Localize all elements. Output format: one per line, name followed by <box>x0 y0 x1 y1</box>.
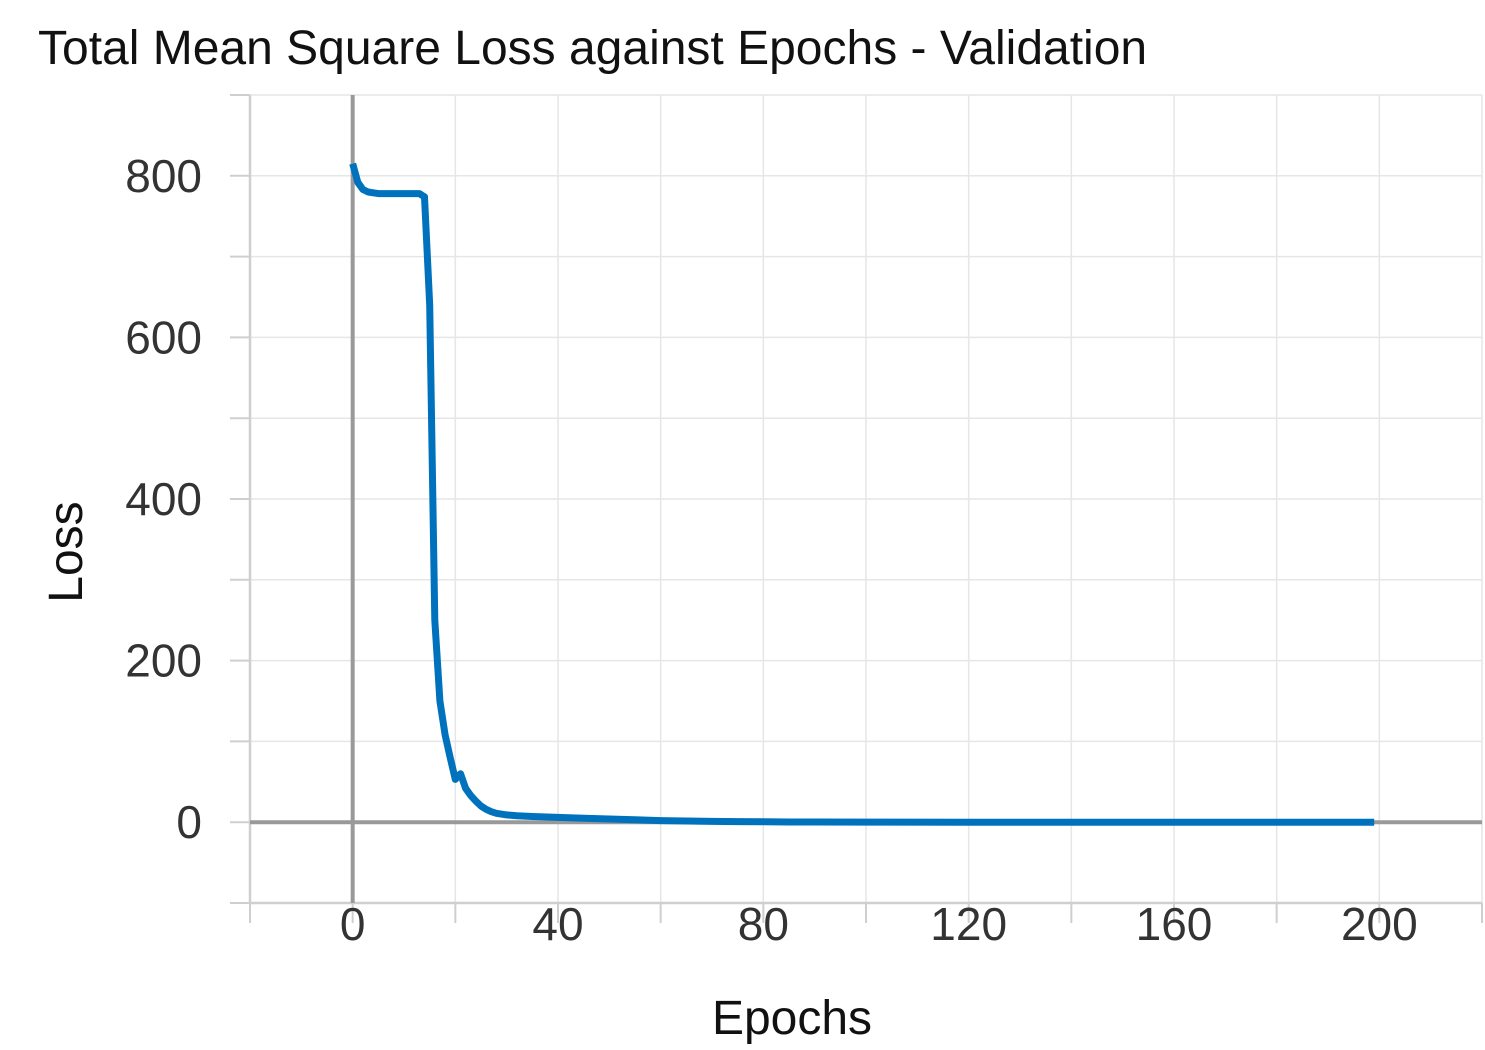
tick-labels: 0 40 80 120 160 200 0 200 400 600 800 <box>125 150 1417 950</box>
series-layer <box>349 162 1375 826</box>
loss-series-line <box>349 162 1375 826</box>
chart-title: Total Mean Square Loss against Epochs - … <box>38 22 1147 75</box>
y-tick-label: 0 <box>176 796 202 848</box>
y-tick-label: 400 <box>125 473 202 525</box>
x-axis-title: Epochs <box>712 992 872 1045</box>
y-axis-title: Loss <box>40 501 93 602</box>
y-tick-label: 800 <box>125 150 202 202</box>
x-tick-label: 0 <box>340 898 366 950</box>
axes-frame <box>230 94 1483 923</box>
x-tick-label: 80 <box>738 898 789 950</box>
x-tick-label: 160 <box>1136 898 1213 950</box>
x-tick-label: 200 <box>1341 898 1418 950</box>
y-tick-label: 200 <box>125 635 202 687</box>
x-tick-label: 120 <box>930 898 1007 950</box>
y-tick-label: 600 <box>125 311 202 363</box>
x-tick-label: 40 <box>532 898 583 950</box>
